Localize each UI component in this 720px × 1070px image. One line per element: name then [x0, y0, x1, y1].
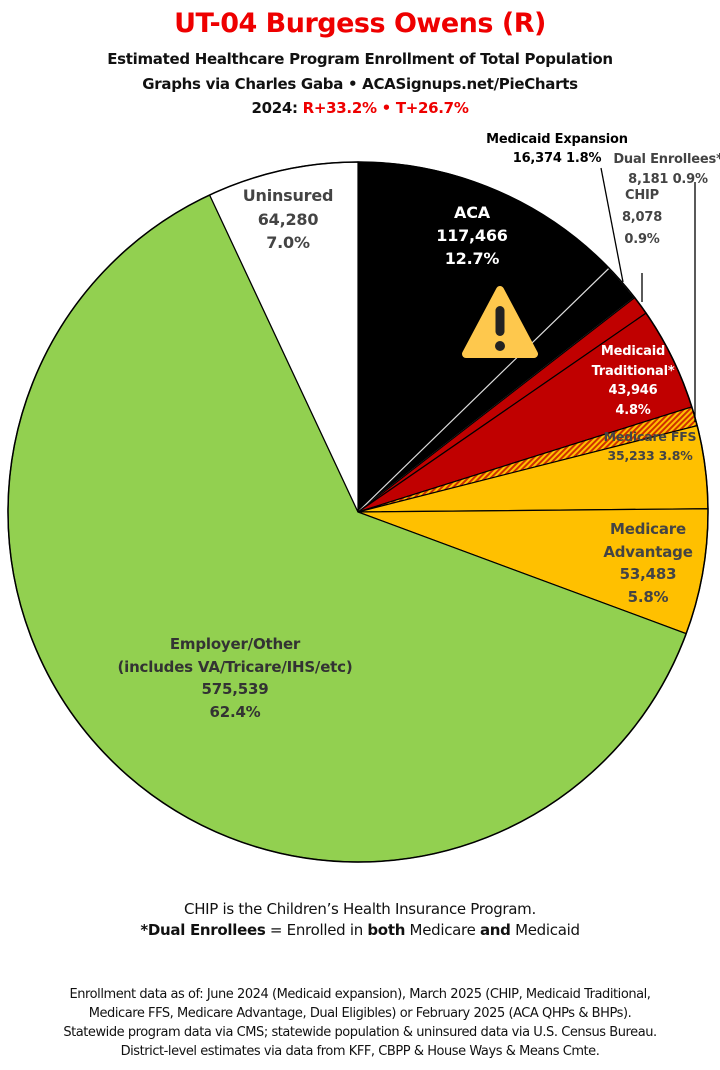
- dual-note: *Dual Enrollees = Enrolled in both Medic…: [0, 921, 720, 939]
- data-label-line: 575,539: [201, 680, 269, 698]
- data-label-dual-enrollees: Dual Enrollees* 8,181 0.9%: [613, 150, 720, 190]
- dual-text-1: = Enrolled in: [265, 921, 368, 939]
- data-label-line: 7.0%: [266, 233, 310, 252]
- data-label-line: Dual Enrollees*: [613, 152, 720, 167]
- footer-sources: Enrollment data as of: June 2024 (Medica…: [0, 985, 720, 1061]
- data-label-medicaid-traditional: Medicaid Traditional* 43,946 4.8%: [592, 342, 675, 420]
- footer-line: Medicare FFS, Medicare Advantage, Dual E…: [88, 1006, 632, 1021]
- data-label-line: ACA: [454, 203, 490, 222]
- data-label-line: Employer/Other: [169, 635, 301, 653]
- data-label-line: 5.8%: [627, 587, 669, 606]
- data-label-line: Traditional*: [591, 363, 675, 379]
- dual-text-3: Medicaid: [510, 921, 580, 939]
- chart-title: UT-04 Burgess Owens (R): [174, 8, 546, 39]
- margin-values: R+33.2% • T+26.7%: [302, 99, 469, 117]
- data-label-line: CHIP: [625, 188, 659, 203]
- data-label-line: Medicaid Expansion: [486, 132, 628, 147]
- data-label-line: 64,280: [257, 209, 319, 229]
- data-label-line: 12.7%: [444, 249, 500, 268]
- data-label-line: Medicare: [610, 520, 686, 538]
- chart-credit: Graphs via Charles Gaba • ACASignups.net…: [142, 75, 578, 93]
- data-label-line: 4.8%: [615, 402, 651, 418]
- data-label-line: (includes VA/Tricare/IHS/etc): [117, 657, 353, 676]
- year-label: 2024:: [251, 99, 298, 117]
- data-label-line: 35,233 3.8%: [607, 448, 693, 463]
- dual-both: both: [367, 921, 406, 939]
- pie-outline: [7, 161, 709, 863]
- data-label-medicare-advantage: Medicare Advantage 53,483 5.8%: [603, 518, 693, 608]
- data-label-medicaid-expansion: Medicaid Expansion 16,374 1.8%: [486, 130, 628, 168]
- footer-line: District-level estimates via data from K…: [120, 1044, 600, 1059]
- data-label-line: 8,181 0.9%: [628, 172, 708, 187]
- dual-text-2: Medicare: [405, 921, 480, 939]
- data-label-line: 0.9%: [624, 232, 660, 247]
- data-label-line: Medicare FFS: [603, 429, 697, 444]
- data-label-line: 16,374 1.8%: [512, 151, 602, 166]
- election-margins: 2024: R+33.2% • T+26.7%: [0, 99, 720, 117]
- data-label-aca: ACA 117,466 12.7%: [436, 201, 508, 270]
- data-label-medicare-ffs: Medicare FFS 35,233 3.8%: [604, 427, 697, 465]
- data-label-line: Advantage: [603, 542, 693, 561]
- data-label-line: 62.4%: [209, 702, 261, 721]
- dual-term: *Dual Enrollees: [140, 921, 266, 939]
- data-label-line: 53,483: [619, 565, 677, 583]
- chip-note: CHIP is the Children’s Health Insurance …: [184, 900, 536, 918]
- data-label-line: 8,078: [621, 210, 663, 225]
- footer-line: Enrollment data as of: June 2024 (Medica…: [69, 987, 651, 1002]
- data-label-line: 117,466: [436, 226, 508, 245]
- warning-icon: [462, 286, 538, 358]
- data-label-line: 43,946: [608, 383, 658, 398]
- data-label-chip: CHIP 8,078 0.9%: [622, 185, 662, 251]
- dual-and: and: [479, 921, 511, 939]
- data-label-line: Medicaid: [600, 344, 666, 359]
- data-label-uninsured: Uninsured 64,280 7.0%: [243, 184, 334, 255]
- footer-line: Statewide program data via CMS; statewid…: [63, 1025, 657, 1040]
- leader-medicaid-expansion: [600, 167, 624, 283]
- chart-subtitle: Estimated Healthcare Program Enrollment …: [107, 50, 613, 68]
- data-label-line: Uninsured: [242, 186, 334, 205]
- data-label-employer-other-includes-va-tricare-ihs-etc: Employer/Other (includes VA/Tricare/IHS/e…: [117, 633, 352, 723]
